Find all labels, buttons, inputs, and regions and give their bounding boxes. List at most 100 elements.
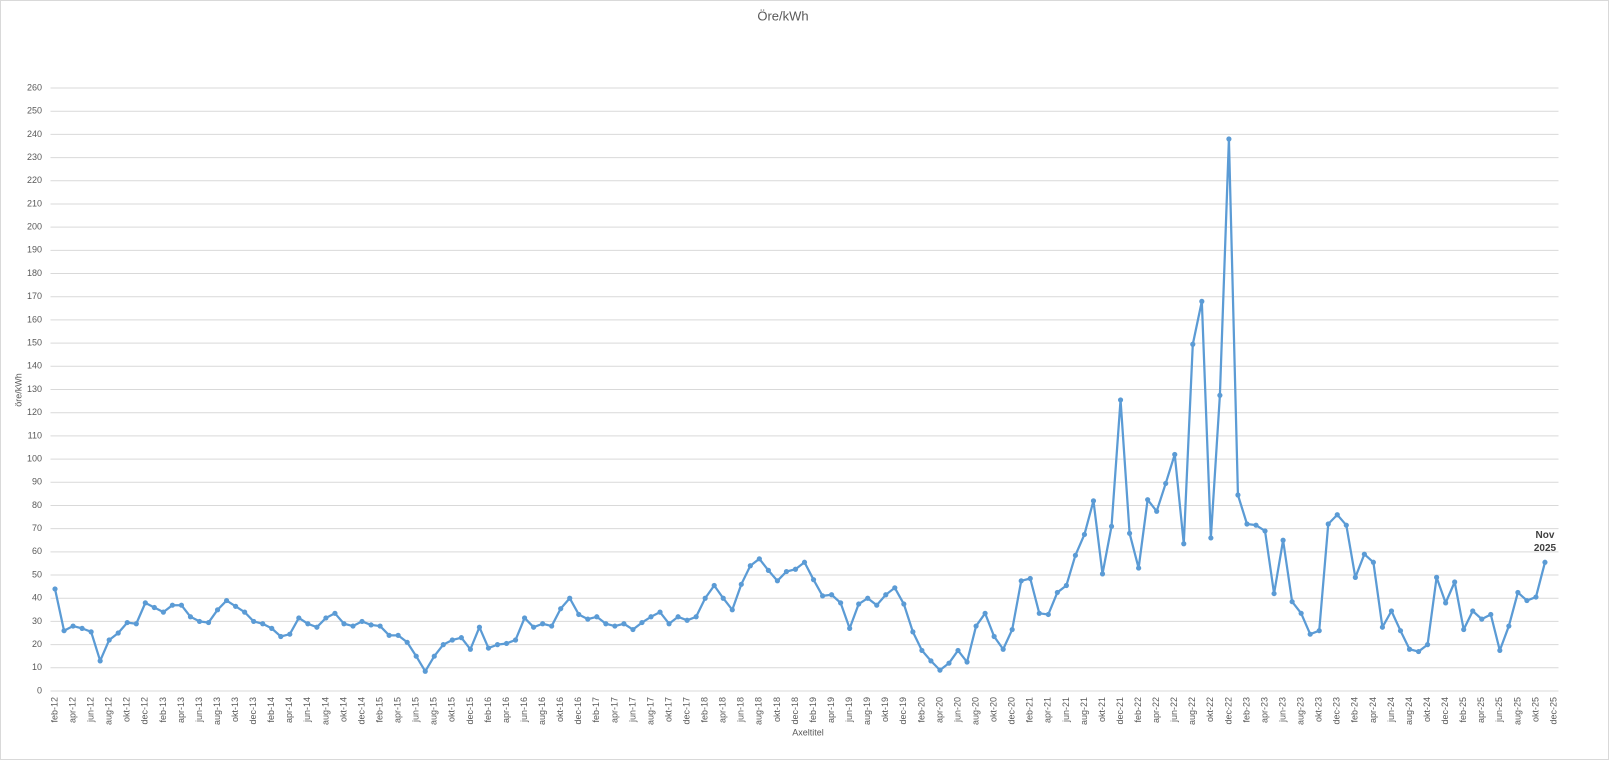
x-tick-label: feb-21 <box>1025 697 1035 723</box>
x-tick-label: aug-15 <box>429 697 439 725</box>
x-tick-label: dec-17 <box>681 697 691 725</box>
x-tick-label: okt-23 <box>1314 697 1324 722</box>
data-point <box>928 658 934 664</box>
data-point <box>1190 341 1196 347</box>
data-point <box>1208 535 1214 541</box>
data-point <box>810 577 817 583</box>
data-point <box>242 609 248 615</box>
data-point <box>594 614 600 620</box>
data-point <box>973 623 979 629</box>
x-tick-label: okt-19 <box>880 697 890 722</box>
y-tick-label: 130 <box>27 384 42 394</box>
data-point <box>1461 626 1467 633</box>
x-tick-label: apr-18 <box>718 697 728 723</box>
data-point <box>133 621 139 627</box>
data-point <box>1009 626 1015 633</box>
data-point <box>1388 608 1395 614</box>
data-point <box>1424 642 1431 648</box>
x-tick-label: apr-21 <box>1043 697 1053 723</box>
data-point <box>332 610 338 616</box>
data-point <box>675 614 681 620</box>
x-tick-label: jun-12 <box>86 697 96 723</box>
y-tick-label: 10 <box>32 662 42 672</box>
y-tick-label: 180 <box>27 268 42 278</box>
x-tick-label: okt-24 <box>1422 697 1432 722</box>
data-point <box>1497 647 1503 654</box>
data-point <box>70 623 76 629</box>
data-point <box>1027 575 1033 582</box>
data-point <box>1262 528 1268 534</box>
x-tick-label: apr-23 <box>1259 697 1269 723</box>
data-point <box>576 611 582 618</box>
data-point <box>512 637 519 643</box>
data-point <box>747 563 753 569</box>
data-point <box>377 623 383 629</box>
data-point <box>946 660 952 666</box>
data-point <box>368 622 374 628</box>
data-point <box>1108 523 1115 529</box>
data-point <box>1397 628 1404 634</box>
data-point <box>702 595 708 601</box>
data-point <box>1117 397 1124 403</box>
x-tick-label: aug-14 <box>320 697 330 725</box>
data-point <box>97 658 103 664</box>
x-tick-label: apr-13 <box>176 697 186 723</box>
data-point <box>819 593 826 599</box>
x-tick-label: jun-22 <box>1169 697 1179 723</box>
data-point <box>1533 594 1539 600</box>
data-point <box>540 621 546 627</box>
data-point <box>684 617 690 623</box>
data-point <box>1099 571 1106 577</box>
data-point <box>296 615 302 621</box>
x-tick-label: apr-25 <box>1476 697 1486 723</box>
x-tick-label: aug-23 <box>1296 697 1306 725</box>
data-point <box>260 621 266 627</box>
data-point <box>955 647 961 654</box>
x-tick-label: aug-18 <box>754 697 764 725</box>
x-tick-label: jun-13 <box>194 697 204 723</box>
x-tick-label: jun-18 <box>736 697 746 723</box>
data-point <box>1488 611 1494 618</box>
data-point <box>1325 521 1331 527</box>
data-point <box>1452 579 1458 585</box>
data-point <box>187 614 194 620</box>
data-point <box>467 646 473 652</box>
y-tick-label: 0 <box>37 685 42 695</box>
data-point <box>720 595 726 601</box>
data-point <box>964 659 970 665</box>
data-point <box>874 602 880 608</box>
x-tick-label: jun-19 <box>844 697 854 723</box>
data-point <box>1289 599 1295 605</box>
data-point <box>1235 492 1241 498</box>
data-point <box>865 595 871 601</box>
data-point <box>305 621 311 627</box>
data-point <box>1379 624 1386 630</box>
x-tick-label: jun-24 <box>1386 697 1396 723</box>
data-point <box>549 623 555 629</box>
x-tick-label: apr-19 <box>826 697 836 723</box>
data-point <box>503 640 510 647</box>
data-point <box>1172 451 1178 458</box>
y-tick-label: 150 <box>27 337 42 347</box>
data-point <box>1244 521 1250 527</box>
x-tick-label: okt-16 <box>555 697 565 722</box>
x-tick-label: jun-21 <box>1061 697 1071 723</box>
data-point <box>585 616 591 622</box>
data-point <box>1253 522 1259 528</box>
data-point <box>79 625 85 631</box>
y-tick-label: 170 <box>27 291 42 301</box>
y-tick-label: 30 <box>32 616 42 626</box>
data-point <box>494 642 501 648</box>
data-point <box>1163 480 1169 487</box>
x-tick-label: apr-12 <box>67 697 77 723</box>
y-tick-label: 140 <box>27 361 42 371</box>
data-point <box>323 615 329 621</box>
x-tick-label: aug-16 <box>537 697 547 725</box>
x-tick-label: dec-24 <box>1440 697 1450 725</box>
data-point <box>287 631 293 637</box>
data-point <box>765 567 771 574</box>
data-point <box>233 603 239 609</box>
data-point <box>910 629 916 635</box>
x-tick-label: feb-16 <box>483 697 493 723</box>
